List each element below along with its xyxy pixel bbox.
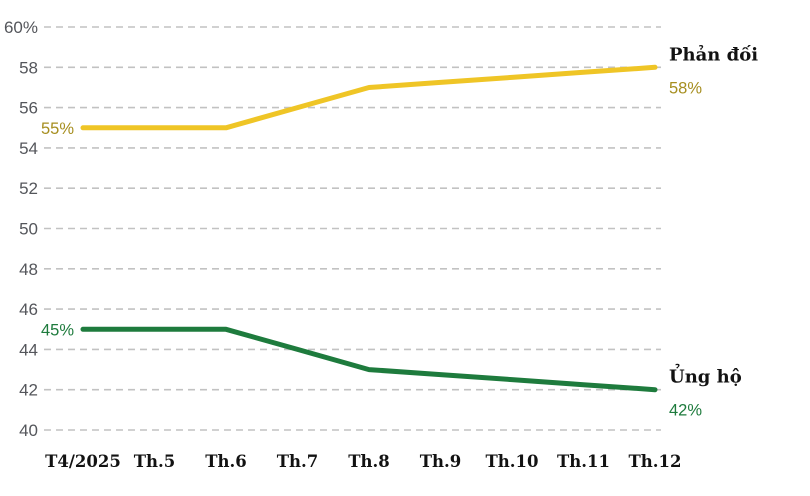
y-axis-tick-label: 60%	[4, 18, 38, 37]
series-name-phan-doi: Phản đối	[669, 43, 758, 65]
y-axis-tick-label: 52	[19, 179, 38, 198]
series-line-phan-doi	[80, 64, 658, 131]
series-end-value-ung-ho: 42%	[669, 402, 702, 420]
series-start-value-ung-ho: 45%	[41, 321, 74, 339]
y-axis-tick-label: 42	[19, 381, 38, 400]
series-start-value-phan-doi: 55%	[41, 120, 74, 138]
x-axis-tick-label: T4/2025	[45, 452, 121, 471]
x-axis-tick-label: Th.8	[348, 452, 390, 471]
x-axis-tick-label: Th.6	[205, 452, 247, 471]
series-name-ung-ho: Ủng hộ	[669, 362, 742, 388]
y-axis-tick-label: 48	[19, 260, 38, 279]
x-axis-tick-label: Th.9	[420, 452, 462, 471]
y-axis-tick-label: 58	[19, 58, 38, 77]
x-axis-tick-label: Th.5	[134, 452, 176, 471]
x-axis-tick-label: Th.11	[557, 452, 610, 471]
series-line-ung-ho	[80, 326, 658, 393]
y-axis-tick-label: 56	[19, 99, 38, 118]
y-axis-tick-label: 54	[19, 139, 38, 158]
y-axis-tick-label: 50	[19, 220, 38, 239]
y-axis-tick-label: 40	[19, 421, 38, 440]
series-end-value-phan-doi: 58%	[669, 79, 702, 97]
x-axis-tick-label: Th.7	[277, 452, 319, 471]
x-axis-tick-label: Th.12	[629, 452, 682, 471]
x-axis-tick-label: Th.10	[486, 452, 539, 471]
y-axis-tick-label: 44	[19, 340, 38, 359]
y-axis-tick-label: 46	[19, 300, 38, 319]
